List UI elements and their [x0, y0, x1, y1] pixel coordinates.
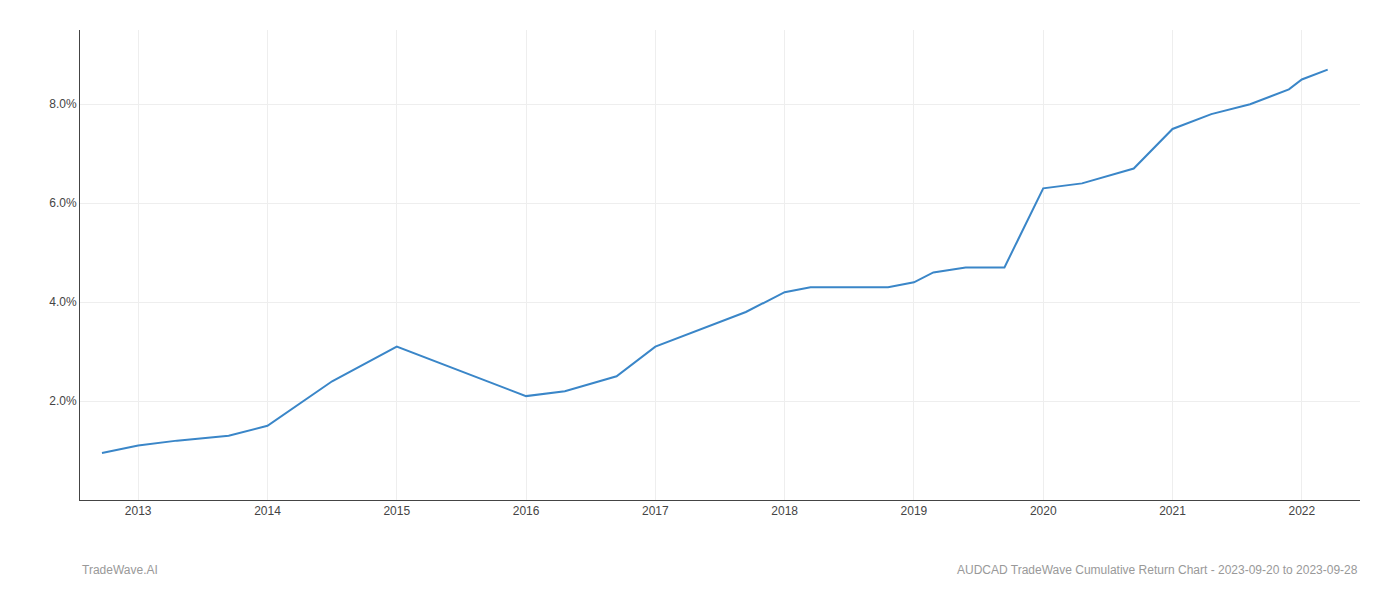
- svg-text:2019: 2019: [901, 504, 928, 518]
- svg-text:TradeWave.AI: TradeWave.AI: [82, 563, 158, 577]
- svg-text:2017: 2017: [642, 504, 669, 518]
- svg-text:2015: 2015: [383, 504, 410, 518]
- svg-text:2018: 2018: [771, 504, 798, 518]
- svg-text:2022: 2022: [1288, 504, 1315, 518]
- svg-text:8.0%: 8.0%: [49, 97, 77, 111]
- svg-text:2016: 2016: [513, 504, 540, 518]
- svg-text:6.0%: 6.0%: [49, 196, 77, 210]
- svg-text:2021: 2021: [1159, 504, 1186, 518]
- svg-text:AUDCAD TradeWave Cumulative Re: AUDCAD TradeWave Cumulative Return Chart…: [957, 563, 1358, 577]
- svg-text:2.0%: 2.0%: [49, 394, 77, 408]
- svg-text:2014: 2014: [254, 504, 281, 518]
- svg-text:2013: 2013: [125, 504, 152, 518]
- svg-text:2020: 2020: [1030, 504, 1057, 518]
- svg-text:4.0%: 4.0%: [49, 295, 77, 309]
